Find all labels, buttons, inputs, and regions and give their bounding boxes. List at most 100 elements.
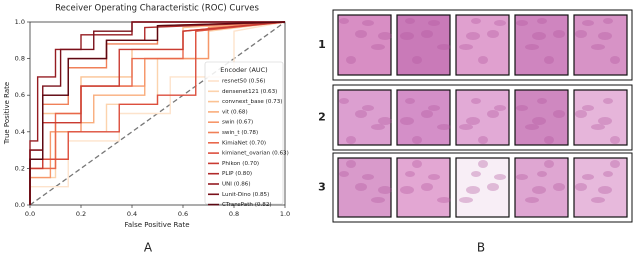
histology-image xyxy=(514,14,569,76)
image-texture xyxy=(582,174,594,180)
image-texture xyxy=(400,32,414,40)
image-texture xyxy=(553,30,565,38)
image-texture xyxy=(362,20,374,26)
image-texture xyxy=(494,105,506,111)
legend-box xyxy=(204,61,284,205)
image-texture xyxy=(459,124,473,130)
chart-title: Receiver Operating Characteristic (ROC) … xyxy=(55,4,259,14)
image-texture xyxy=(544,136,554,144)
image-texture xyxy=(525,124,539,130)
histology-image xyxy=(573,89,628,146)
x-axis-label: False Positive Rate xyxy=(124,221,189,229)
y-axis-label: True Positive Rate xyxy=(3,82,11,145)
image-texture xyxy=(544,160,554,168)
image-texture xyxy=(516,105,528,111)
image-texture xyxy=(537,18,547,24)
image-texture xyxy=(405,98,415,104)
image-texture xyxy=(400,186,414,194)
panel-label: A xyxy=(144,241,153,255)
image-texture xyxy=(494,20,506,26)
histology-image xyxy=(455,14,510,76)
image-texture xyxy=(516,20,528,26)
image-texture xyxy=(603,18,613,24)
y-tick-label: 1.0 xyxy=(15,18,25,26)
legend-label: CTransPath (0.82) xyxy=(222,202,272,208)
image-texture xyxy=(478,136,488,144)
histology-image xyxy=(337,89,392,146)
image-texture xyxy=(494,174,506,180)
legend-label: kimianet_ovarian (0.63) xyxy=(222,151,289,157)
x-tick-label: 0.4 xyxy=(127,210,137,218)
image-texture xyxy=(421,183,433,191)
image-texture xyxy=(355,110,367,118)
panel-label: B xyxy=(477,241,485,255)
image-texture xyxy=(362,105,374,111)
image-texture xyxy=(412,160,422,168)
image-texture xyxy=(405,18,415,24)
y-tick-label: 0.8 xyxy=(15,55,25,63)
image-texture xyxy=(378,186,392,194)
image-texture xyxy=(466,186,480,194)
image-texture xyxy=(471,18,481,24)
legend-label: resnet50 (0.56) xyxy=(222,79,265,85)
image-texture xyxy=(471,171,481,177)
histology-image xyxy=(455,157,510,218)
x-tick-label: 0.2 xyxy=(76,210,86,218)
image-texture xyxy=(412,136,422,144)
legend-label: vit (0.68) xyxy=(222,109,248,115)
image-texture xyxy=(487,183,499,191)
roc-curve xyxy=(29,21,286,205)
image-texture xyxy=(339,98,349,104)
histology-image xyxy=(573,14,628,76)
image-texture xyxy=(371,44,385,50)
image-texture xyxy=(591,197,605,203)
histology-image xyxy=(337,14,392,76)
image-texture xyxy=(355,30,367,38)
image-texture xyxy=(371,124,385,130)
image-texture xyxy=(339,18,349,24)
image-texture xyxy=(437,124,451,130)
image-texture xyxy=(525,44,539,50)
y-tick-label: 0.4 xyxy=(15,128,25,136)
row-label: 1 xyxy=(318,38,326,51)
y-tick-label: 0.2 xyxy=(15,164,25,172)
image-texture xyxy=(378,117,392,125)
legend-label: swin (0.67) xyxy=(222,120,253,126)
row-label: 3 xyxy=(318,181,326,194)
image-texture xyxy=(553,110,565,118)
x-tick-label: 0.0 xyxy=(25,210,35,218)
image-texture xyxy=(339,171,349,177)
image-texture xyxy=(378,32,392,40)
image-texture xyxy=(421,30,433,38)
image-texture xyxy=(537,171,547,177)
legend-label: Phikon (0.70) xyxy=(222,161,259,167)
image-texture xyxy=(478,56,488,64)
image-texture xyxy=(437,197,451,203)
image-texture xyxy=(598,186,612,194)
image-texture xyxy=(537,98,547,104)
image-texture xyxy=(355,183,367,191)
histology-image xyxy=(396,14,451,76)
image-texture xyxy=(544,56,554,64)
legend-title: Encoder (AUC) xyxy=(220,66,267,74)
roc-curve xyxy=(29,21,285,205)
image-texture xyxy=(487,30,499,38)
image-texture xyxy=(610,160,620,168)
image-texture xyxy=(428,174,440,180)
image-texture xyxy=(525,197,539,203)
image-texture xyxy=(346,160,356,168)
image-texture xyxy=(405,171,415,177)
image-texture xyxy=(532,117,546,125)
image-texture xyxy=(591,44,605,50)
legend-label: KimiaNet (0.70) xyxy=(222,140,266,146)
image-texture xyxy=(575,30,587,38)
histology-image xyxy=(514,89,569,146)
image-texture xyxy=(532,32,546,40)
image-texture xyxy=(478,160,488,168)
image-texture xyxy=(471,98,481,104)
image-texture xyxy=(582,20,594,26)
roc-curve xyxy=(29,21,286,205)
y-tick-label: 0.0 xyxy=(15,201,25,209)
image-texture xyxy=(575,110,587,118)
image-texture xyxy=(421,110,433,118)
